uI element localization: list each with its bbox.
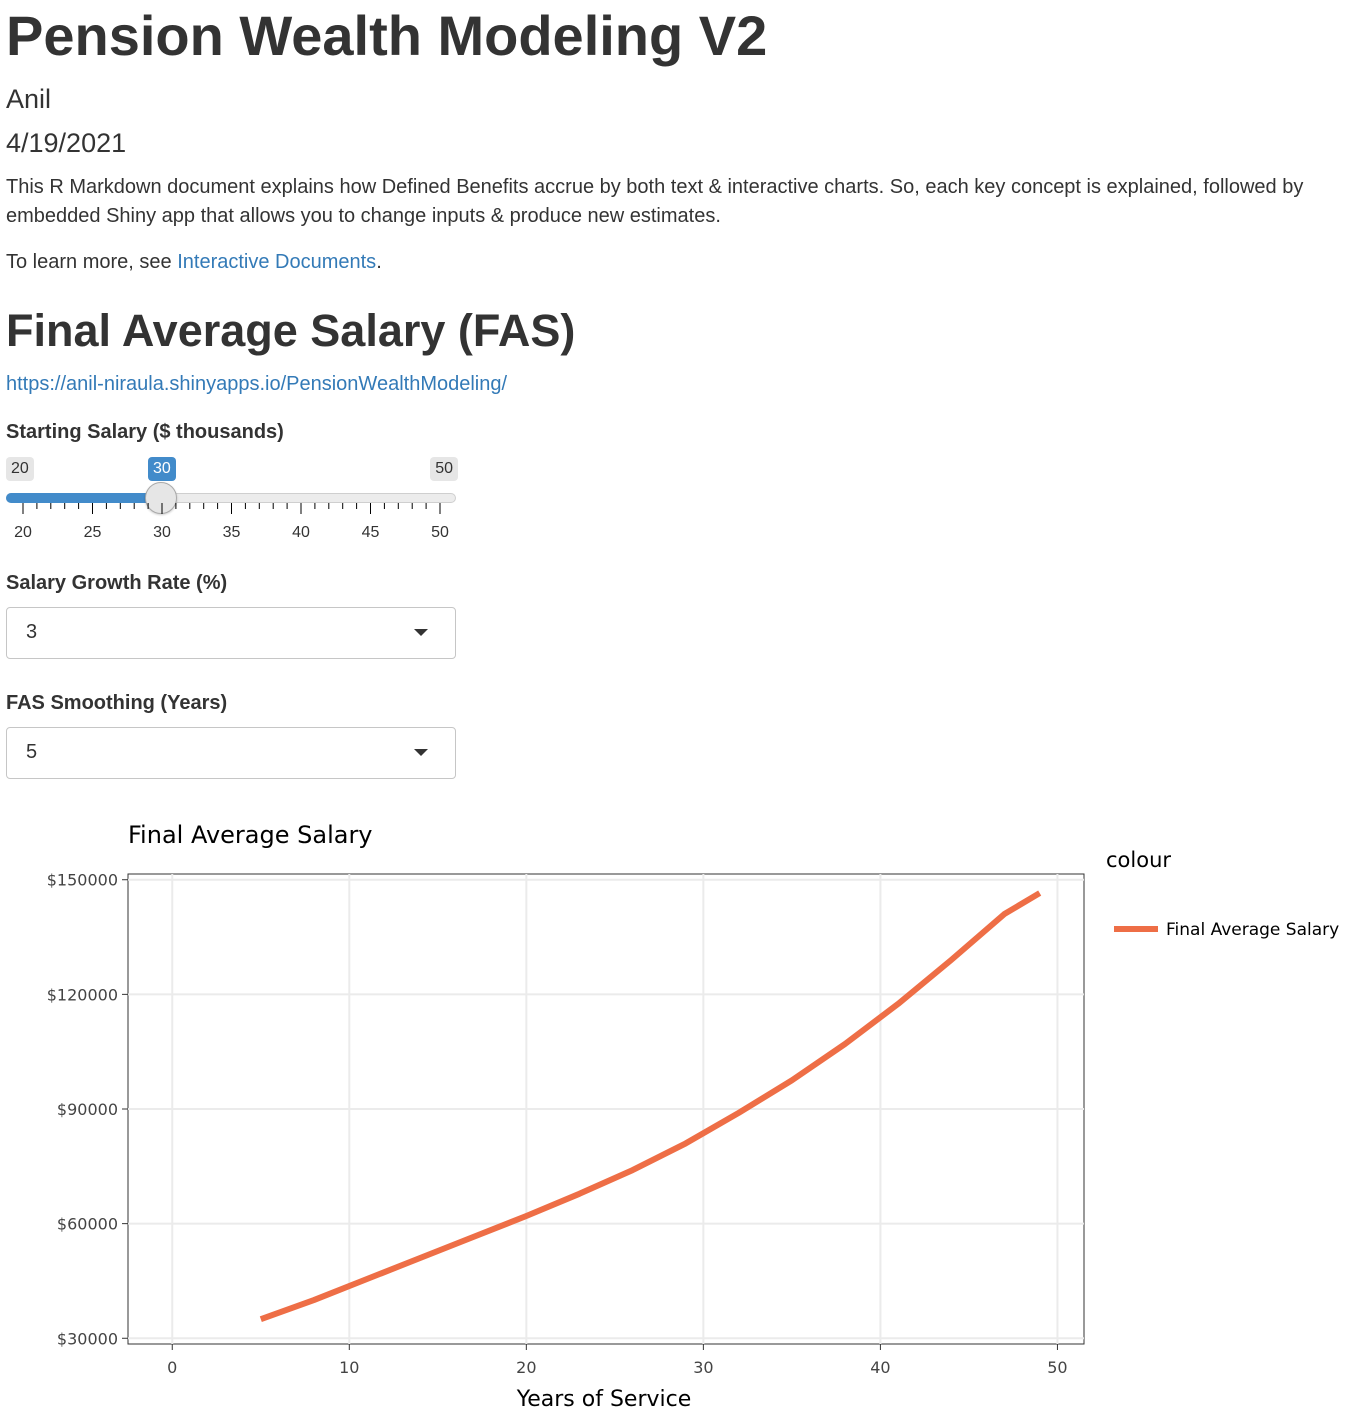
y-tick-label: $60000 bbox=[57, 1215, 118, 1234]
section-heading: Final Average Salary (FAS) bbox=[6, 305, 576, 356]
x-tick-label: 30 bbox=[693, 1358, 713, 1377]
x-tick-label: 10 bbox=[339, 1358, 359, 1377]
interactive-documents-link[interactable]: Interactive Documents bbox=[177, 251, 377, 273]
page-title: Pension Wealth Modeling V2 bbox=[6, 4, 768, 67]
slider-min-badge: 20 bbox=[6, 457, 34, 481]
slider-tick-label: 30 bbox=[153, 524, 171, 541]
learn-more-prefix: To learn more, see bbox=[6, 251, 178, 273]
slider-tick-label: 20 bbox=[14, 524, 32, 541]
fas-smoothing-label: FAS Smoothing (Years) bbox=[6, 692, 228, 714]
slider-grid bbox=[22, 503, 441, 514]
fas-smoothing-select[interactable]: 5 bbox=[6, 727, 456, 779]
slider-track-fill bbox=[6, 493, 161, 503]
starting-salary-slider[interactable]: 20 30 50 20 25 30 35 40 45 50 bbox=[6, 455, 458, 550]
learn-more-paragraph: To learn more, see Interactive Documents… bbox=[6, 248, 1351, 277]
caret-down-icon bbox=[414, 749, 428, 756]
slider-tick-label: 25 bbox=[83, 524, 102, 541]
growth-rate-value: 3 bbox=[26, 621, 38, 643]
x-tick-label: 40 bbox=[870, 1358, 890, 1377]
fas-chart: Final Average Salary 0 10 20 30 40 50 $30000 $6… bbox=[47, 821, 1339, 1412]
learn-more-suffix: . bbox=[376, 251, 382, 273]
chart-title: Final Average Salary bbox=[128, 821, 373, 849]
slider-tick-label: 50 bbox=[431, 524, 449, 541]
slider-tick-label: 45 bbox=[361, 524, 380, 541]
starting-salary-label: Starting Salary ($ thousands) bbox=[6, 421, 284, 443]
x-axis-label: Years of Service bbox=[516, 1387, 692, 1412]
x-tick-label: 0 bbox=[167, 1358, 177, 1377]
fas-smoothing-value: 5 bbox=[26, 741, 38, 763]
y-tick-label: $90000 bbox=[57, 1100, 118, 1119]
x-tick-label: 50 bbox=[1047, 1358, 1067, 1377]
slider-tick-label: 35 bbox=[222, 524, 241, 541]
slider-max-badge: 50 bbox=[430, 457, 458, 481]
y-tick-label: $120000 bbox=[47, 985, 118, 1004]
intro-paragraph: This R Markdown document explains how De… bbox=[6, 176, 1304, 227]
legend-title: colour bbox=[1106, 848, 1171, 872]
series-line-final-average-salary bbox=[259, 890, 1042, 1323]
growth-rate-label: Salary Growth Rate (%) bbox=[6, 572, 228, 594]
legend-item-label: Final Average Salary bbox=[1166, 920, 1339, 940]
legend[interactable]: Final Average Salary bbox=[1114, 920, 1339, 940]
grid-lines bbox=[128, 874, 1084, 1344]
series-lines bbox=[259, 890, 1042, 1323]
y-tick-label: $30000 bbox=[57, 1329, 118, 1348]
shinyapp-link[interactable]: https://anil-niraula.shinyapps.io/Pensio… bbox=[6, 373, 508, 395]
x-tick-label: 20 bbox=[516, 1358, 536, 1377]
slider-handle[interactable] bbox=[145, 482, 177, 514]
caret-down-icon bbox=[414, 629, 428, 636]
slider-tick-label: 40 bbox=[292, 524, 310, 541]
date: 4/19/2021 bbox=[6, 128, 127, 158]
growth-rate-select[interactable]: 3 bbox=[6, 607, 456, 659]
y-tick-label: $150000 bbox=[47, 871, 118, 890]
author: Anil bbox=[6, 84, 52, 114]
slider-value-badge: 30 bbox=[148, 457, 176, 481]
axis-ticks: 0 10 20 30 40 50 $30000 $60000 $90000 $120000 $150… bbox=[47, 871, 1068, 1377]
